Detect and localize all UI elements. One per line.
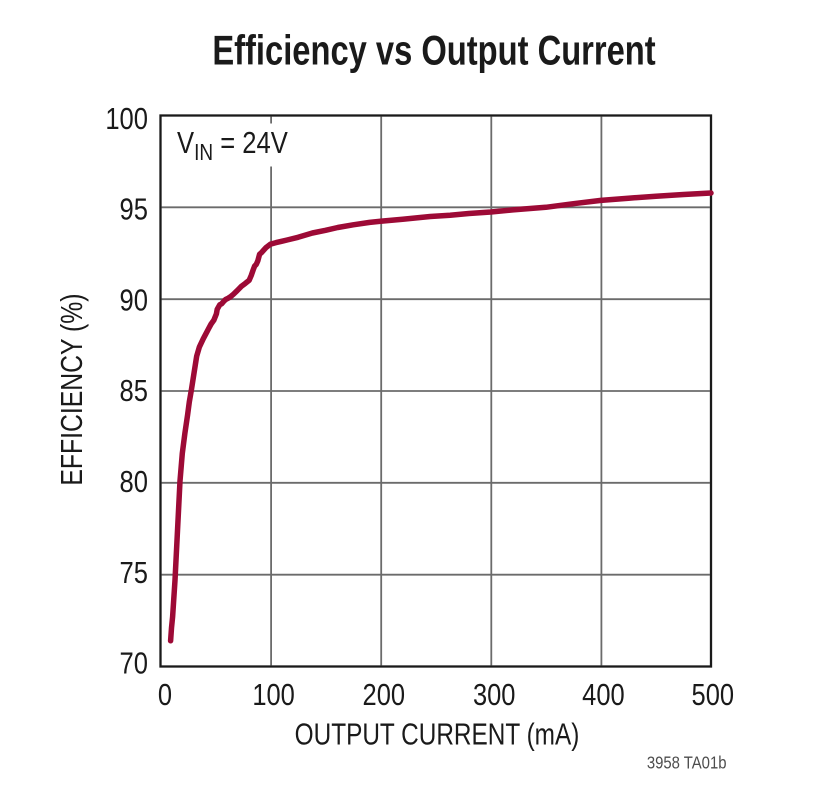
svg-text:90: 90 — [120, 283, 148, 318]
svg-text:100: 100 — [105, 102, 148, 137]
svg-text:EFFICIENCY (%): EFFICIENCY (%) — [54, 294, 88, 486]
svg-text:85: 85 — [120, 374, 148, 409]
svg-text:OUTPUT CURRENT (mA): OUTPUT CURRENT (mA) — [295, 717, 580, 751]
svg-text:400: 400 — [582, 678, 625, 713]
svg-text:3958 TA01b: 3958 TA01b — [647, 754, 727, 773]
svg-text:70: 70 — [120, 646, 148, 681]
svg-text:80: 80 — [120, 465, 148, 500]
svg-text:75: 75 — [120, 556, 148, 591]
svg-text:300: 300 — [473, 678, 516, 713]
svg-text:Efficiency vs Output Current: Efficiency vs Output Current — [212, 27, 656, 74]
svg-text:95: 95 — [120, 192, 148, 227]
svg-text:200: 200 — [363, 678, 406, 713]
svg-text:100: 100 — [252, 678, 295, 713]
svg-text:VIN = 24V: VIN = 24V — [177, 126, 288, 166]
svg-text:500: 500 — [692, 678, 735, 713]
svg-text:0: 0 — [158, 678, 172, 713]
